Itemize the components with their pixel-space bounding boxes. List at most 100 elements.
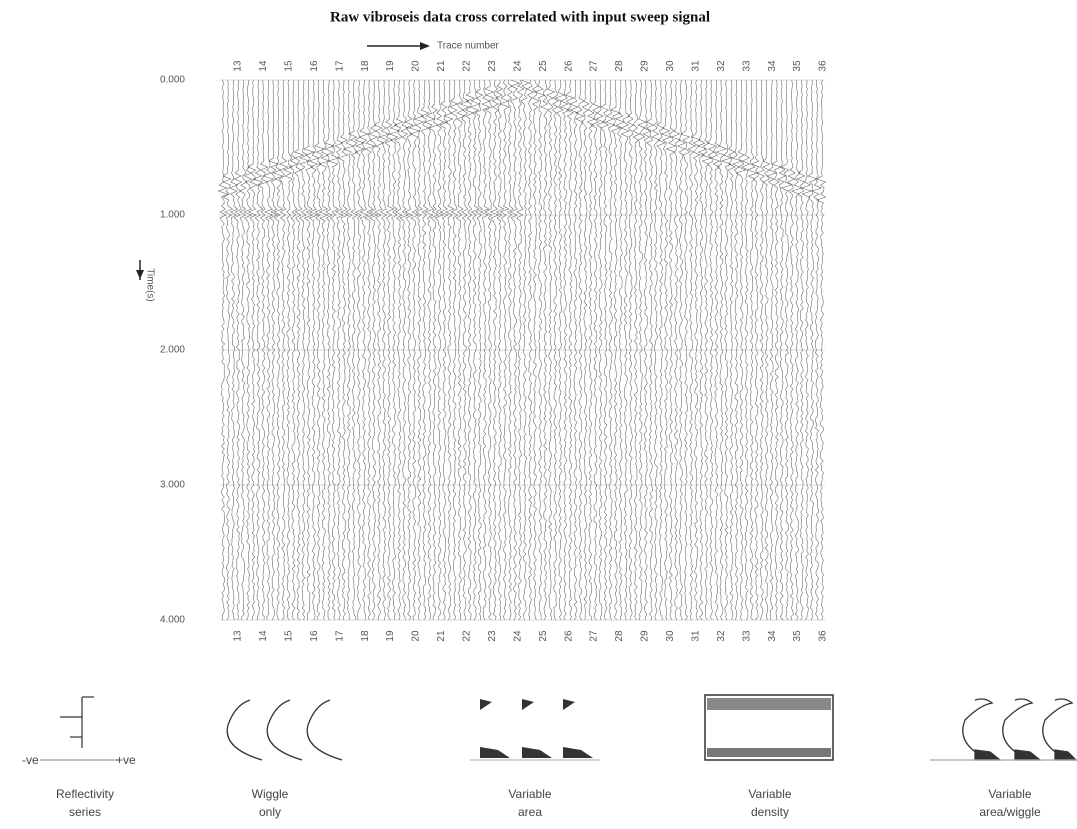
trace-number: 20 — [411, 630, 422, 642]
trace-number-group: 33 — [741, 60, 752, 72]
trace-number-group: 27 — [589, 60, 600, 72]
trace — [516, 79, 525, 621]
trace-number-group: 36 — [818, 630, 829, 642]
trace-number-group: 26 — [563, 630, 574, 642]
trace — [229, 79, 239, 621]
trace — [337, 79, 350, 621]
trace — [247, 79, 258, 621]
trace — [404, 79, 414, 621]
trace — [626, 79, 634, 621]
panel-label: Variable area — [508, 787, 551, 819]
trace — [384, 80, 395, 621]
trace-number: 25 — [538, 60, 549, 72]
trace — [660, 79, 672, 621]
trace — [373, 79, 385, 621]
trace-number: 16 — [309, 60, 320, 72]
trace — [600, 79, 610, 621]
trace — [691, 79, 702, 621]
trace-number-group: 35 — [792, 60, 803, 72]
trace-number: 27 — [589, 630, 600, 642]
trace — [610, 79, 622, 621]
trace-number-group: 31 — [690, 60, 701, 72]
trace — [810, 79, 823, 621]
trace — [324, 79, 335, 621]
trace — [474, 79, 484, 621]
trace — [408, 79, 421, 621]
trace — [710, 79, 721, 621]
trace-number: 35 — [792, 60, 803, 72]
trace-number: 19 — [385, 630, 396, 642]
trace — [642, 79, 652, 621]
trace — [619, 79, 631, 621]
trace-number: 17 — [334, 60, 345, 72]
variable-area-icon — [470, 699, 600, 761]
trace — [314, 79, 325, 621]
trace-number: 23 — [487, 60, 498, 72]
trace — [569, 79, 579, 621]
trace-number: 34 — [767, 630, 778, 642]
trace — [455, 79, 466, 621]
trace-number: 15 — [284, 60, 295, 72]
trace — [756, 79, 765, 621]
trace — [479, 79, 491, 621]
trace — [468, 79, 482, 621]
trace — [364, 79, 376, 621]
trace-number: 36 — [818, 630, 829, 642]
trace-number-group: 24 — [512, 60, 523, 72]
trace — [731, 80, 743, 621]
trace — [465, 79, 476, 621]
trace — [298, 80, 310, 621]
trace-number: 23 — [487, 630, 498, 642]
trace-number-group: 15 — [284, 60, 295, 72]
trace — [443, 79, 455, 621]
trace-number-group: 17 — [334, 630, 345, 642]
trace — [771, 79, 782, 621]
trace — [302, 79, 315, 621]
trace — [776, 79, 787, 621]
panel-label: Wiggle only — [252, 787, 289, 819]
panel-label: Variable density — [748, 787, 791, 819]
trace — [687, 79, 697, 621]
trace-number: 16 — [309, 630, 320, 642]
trace — [735, 79, 747, 621]
trace — [484, 79, 495, 621]
trace-number: 24 — [512, 630, 523, 642]
neg-label: -ve — [22, 753, 39, 767]
trace — [632, 79, 641, 621]
panel-labels: Reflectivity series Wiggle only Variable area… — [56, 787, 1041, 819]
time-label: 3.000 — [160, 480, 185, 491]
trace — [751, 79, 760, 621]
trace — [459, 79, 470, 621]
trace-number: 24 — [512, 60, 523, 72]
trace — [327, 79, 339, 621]
trace — [614, 79, 626, 621]
time-label: 2.000 — [160, 345, 185, 356]
trace — [574, 79, 585, 621]
trace — [354, 79, 365, 621]
trace — [637, 79, 647, 621]
trace-number-group: 17 — [334, 60, 345, 72]
trace — [378, 79, 390, 621]
y-arrow-head — [136, 270, 144, 279]
trace-number-group: 20 — [411, 60, 422, 72]
trace — [449, 79, 459, 621]
trace-number: 29 — [640, 630, 651, 642]
trace — [420, 79, 430, 621]
trace — [393, 79, 404, 621]
trace-number-group: 28 — [614, 60, 625, 72]
wiggle-icon — [226, 699, 343, 761]
trace-number: 26 — [563, 60, 574, 72]
trace — [233, 79, 243, 621]
trace-number: 35 — [792, 630, 803, 642]
trace — [278, 79, 289, 621]
trace-number-group: 34 — [767, 630, 778, 642]
trace-number-group: 16 — [309, 60, 320, 72]
trace-number: 14 — [258, 630, 269, 642]
trace — [520, 79, 530, 621]
trace-number: 22 — [462, 60, 473, 72]
trace — [746, 79, 758, 621]
trace — [423, 79, 436, 621]
trace-number-group: 13 — [233, 60, 244, 72]
trace-number: 28 — [614, 630, 625, 642]
trace-number: 30 — [665, 60, 676, 72]
